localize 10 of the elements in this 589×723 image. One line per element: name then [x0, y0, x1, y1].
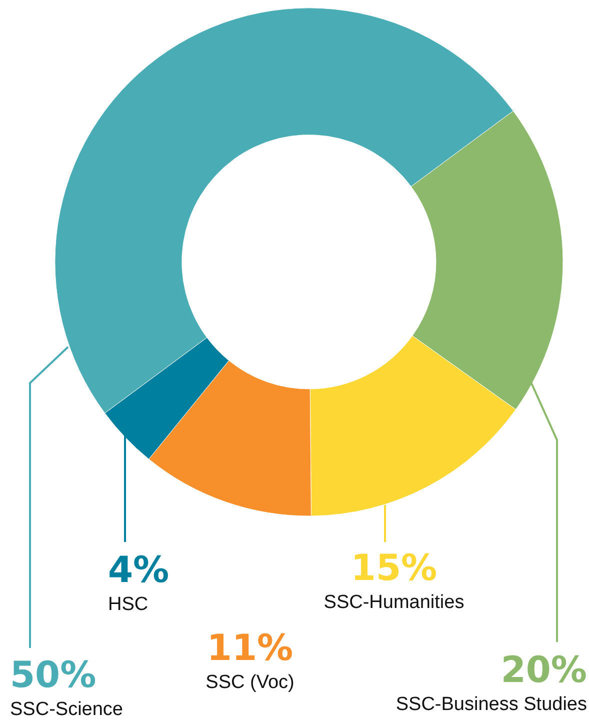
data-label: 20% — [500, 650, 587, 691]
slice-label: SSC-Business Studies — [396, 694, 587, 715]
slice-label: SSC-Science — [10, 699, 123, 720]
slice-label: SSC-Humanities — [324, 592, 464, 613]
data-label: 15% — [350, 548, 438, 589]
slice-label: HSC — [108, 594, 148, 615]
slice-label: SSC (Voc) — [206, 672, 294, 693]
data-label: 11% — [206, 628, 294, 669]
data-label: 50% — [10, 655, 96, 696]
data-label: 4% — [108, 550, 170, 591]
